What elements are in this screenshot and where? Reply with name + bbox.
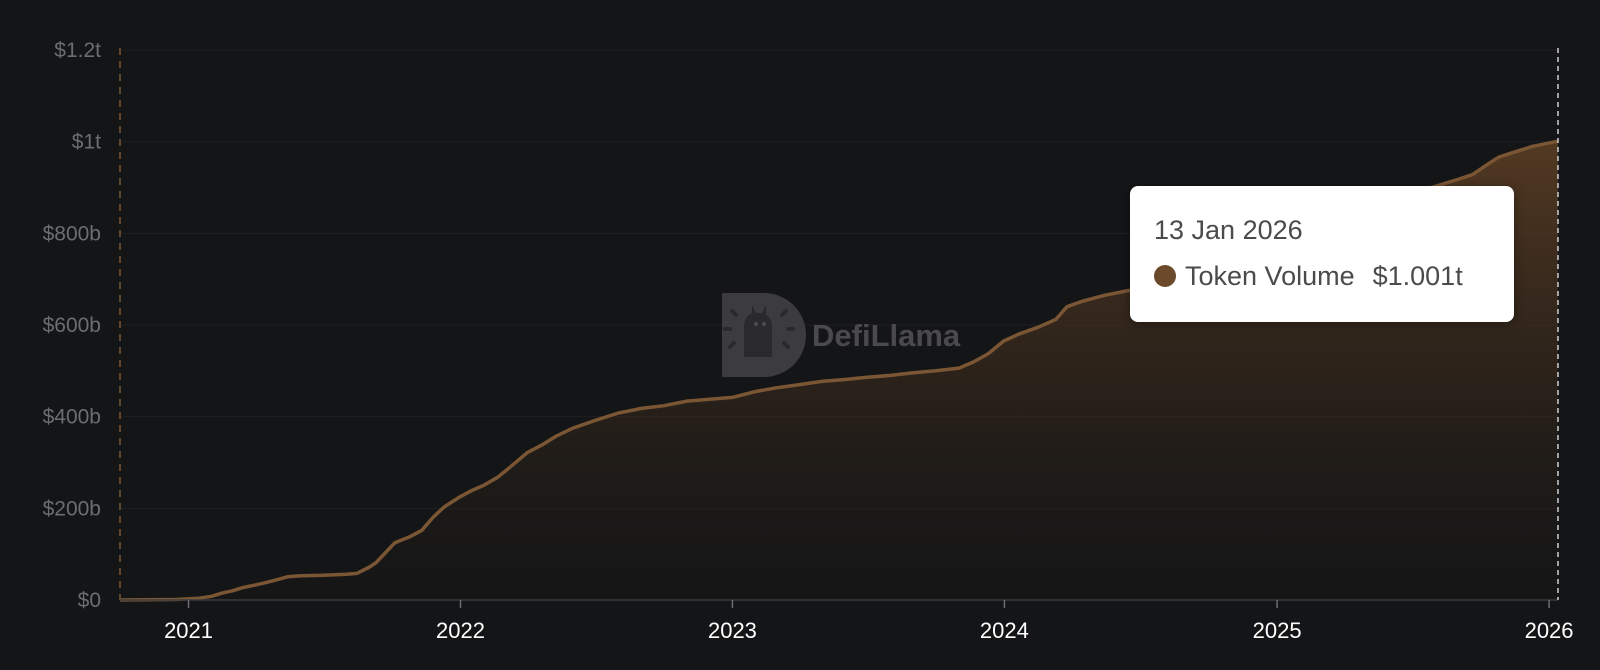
x-tick-label: 2023 (708, 618, 757, 643)
x-tick-label: 2026 (1525, 618, 1574, 643)
y-tick-label: $200b (43, 497, 101, 520)
x-axis: 2021 2022 2023 2024 2025 2026 (120, 599, 1574, 643)
tooltip-series-name: Token Volume (1185, 261, 1355, 291)
tooltip-date: 13 Jan 2026 (1154, 215, 1303, 245)
series-area-fill (120, 141, 1558, 600)
y-tick-label: $800b (43, 222, 101, 245)
y-axis: $0 $200b $400b $600b $800b $1t $1.2t (43, 39, 121, 612)
x-tick-label: 2024 (980, 618, 1029, 643)
llama-logo-icon (722, 293, 806, 377)
x-tick-label: 2025 (1253, 618, 1302, 643)
tooltip-value: $1.001t (1372, 261, 1463, 291)
tooltip-series-row: Token Volume $1.001t (1154, 260, 1490, 292)
watermark: DefiLlama (722, 293, 961, 377)
y-tick-label: $1.2t (54, 39, 101, 62)
y-tick-label: $1t (72, 131, 101, 154)
y-tick-label: $0 (78, 589, 101, 612)
y-tick-label: $400b (43, 406, 101, 429)
watermark-text: DefiLlama (812, 318, 961, 353)
y-tick-label: $600b (43, 314, 101, 337)
tooltip: 13 Jan 2026 Token Volume $1.001t (1130, 186, 1514, 322)
x-tick-label: 2022 (436, 618, 485, 643)
x-tick-label: 2021 (164, 618, 213, 643)
series-marker-dot (1154, 265, 1176, 287)
